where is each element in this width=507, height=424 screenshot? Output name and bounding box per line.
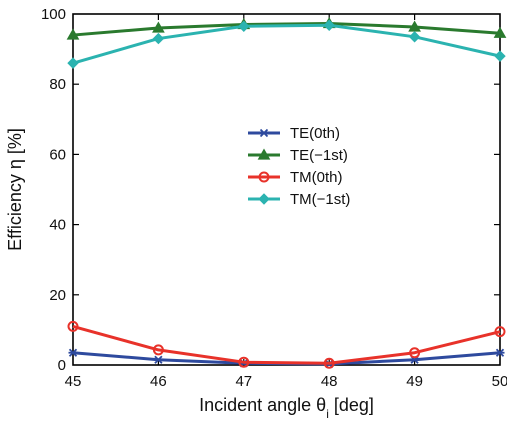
x-axis-title-unit: [deg]	[329, 395, 374, 415]
series-layer	[66, 16, 507, 369]
data-point	[323, 357, 335, 369]
legend-entry: TE(0th)	[248, 125, 340, 142]
series-3	[67, 19, 506, 69]
y-tick-label: 20	[49, 287, 66, 304]
data-point	[409, 347, 421, 359]
legend-marker	[258, 193, 270, 205]
data-point	[67, 320, 79, 332]
y-tick-label: 100	[41, 6, 66, 23]
x-axis-title: Incident angle θi [deg]	[199, 395, 374, 421]
data-point	[238, 20, 250, 32]
data-point	[66, 28, 80, 40]
legend-label: TE(−1st)	[290, 147, 348, 164]
y-axis-title: Efficiency η [%]	[5, 128, 25, 251]
legend-marker	[259, 128, 269, 138]
data-point	[67, 57, 79, 69]
legend-marker	[257, 148, 271, 160]
x-axis-title-subscript: i	[326, 407, 329, 421]
legend-label: TE(0th)	[290, 125, 340, 142]
x-tick-label: 47	[235, 373, 252, 390]
data-point	[152, 32, 165, 45]
data-point	[495, 348, 505, 357]
y-tick-label: 0	[58, 357, 66, 374]
x-tick-label: 46	[150, 373, 167, 390]
data-point	[494, 326, 506, 338]
data-point	[153, 355, 163, 364]
data-point	[152, 344, 164, 356]
y-tick-label: 80	[49, 76, 66, 93]
legend-label: TM(−1st)	[290, 191, 350, 208]
y-tick-label: 60	[49, 146, 66, 163]
legend-entry: TM(0th)	[248, 169, 343, 186]
series-line	[72, 324, 501, 365]
data-point	[493, 26, 507, 38]
legend: TE(0th) TE(−1st) TM(0th) TM(−1st)	[248, 125, 350, 208]
x-axis-title-main: Incident angle θ	[199, 395, 326, 415]
x-tick-label: 50	[492, 373, 507, 390]
y-tick-label: 40	[49, 217, 66, 234]
data-point	[494, 50, 506, 62]
legend-entry: TM(−1st)	[248, 191, 350, 208]
legend-label: TM(0th)	[290, 169, 343, 186]
x-tick-label: 48	[321, 373, 338, 390]
x-tick-label: 49	[406, 373, 423, 390]
series-line	[72, 21, 501, 37]
series-2	[67, 320, 506, 369]
plot-frame	[72, 13, 501, 366]
series-line	[72, 23, 501, 65]
legend-marker	[258, 171, 270, 183]
ticks-layer: 45 46 47 48 49 50 0 20 40 60 80 100	[41, 6, 507, 390]
data-point	[68, 348, 78, 357]
series-1	[66, 16, 507, 40]
data-point	[408, 31, 421, 43]
legend-entry: TE(−1st)	[248, 147, 348, 164]
x-tick-label: 45	[65, 373, 82, 390]
data-point	[152, 21, 165, 33]
data-point	[323, 19, 335, 31]
data-point	[238, 356, 250, 368]
